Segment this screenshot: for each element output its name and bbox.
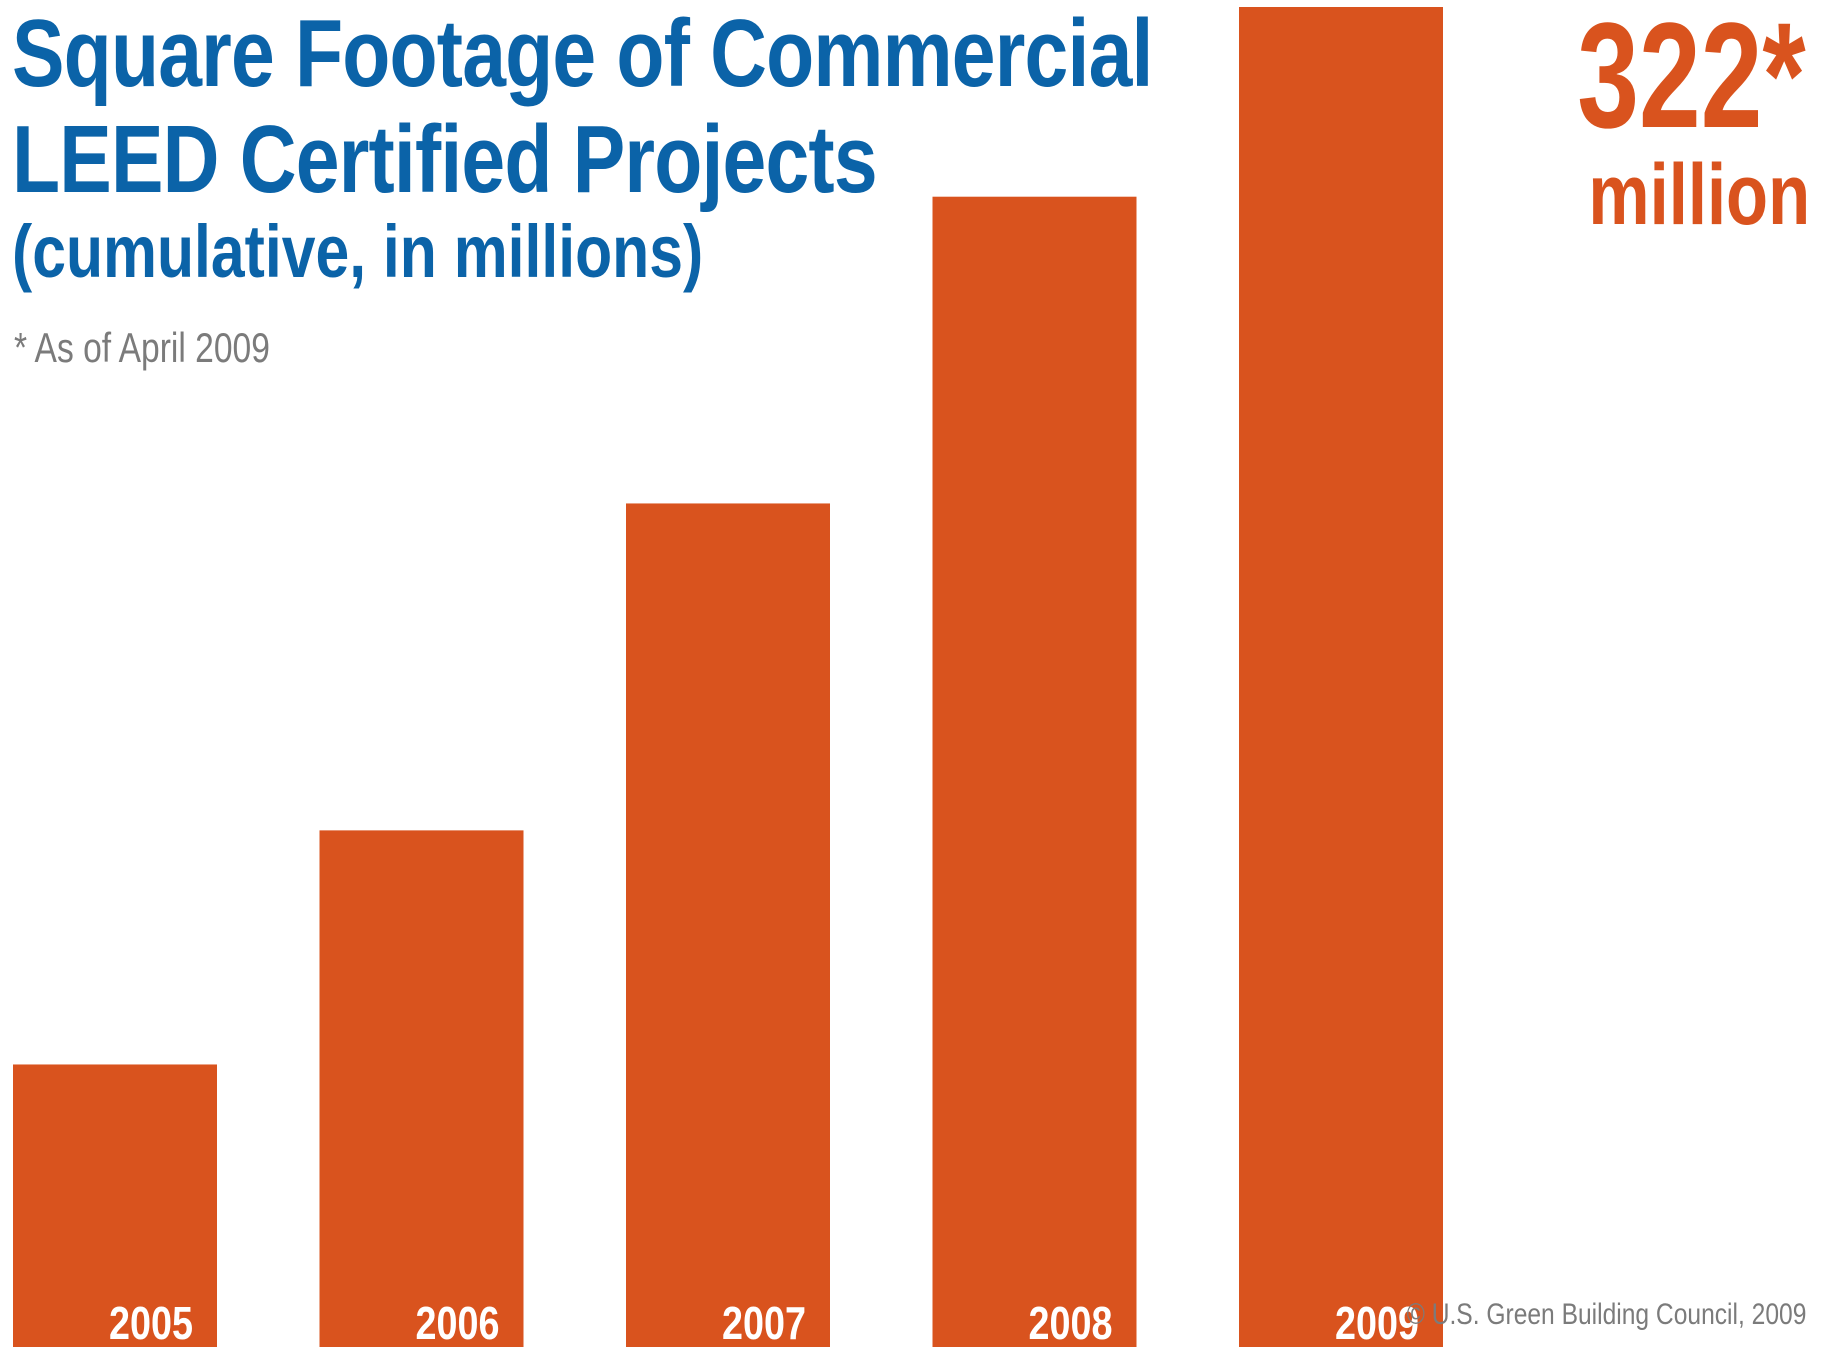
chart-title-line-1: Square Footage of Commercial [12,0,1153,107]
bar-2007 [626,503,830,1347]
bar-label-2006: 2006 [416,1297,500,1347]
bar-label-2008: 2008 [1029,1297,1113,1347]
bar-label-2009: 2009 [1335,1297,1419,1347]
bar-label-2005: 2005 [109,1297,193,1347]
chart-subtitle: (cumulative, in millions) [12,210,704,293]
bar-2006 [319,830,524,1347]
callout-unit: million [1588,147,1810,243]
bar-2008 [932,196,1137,1347]
bar-2005 [13,1064,217,1347]
copyright-credit: © U.S. Green Building Council, 2009 [1406,1298,1806,1331]
bar-label-2007: 2007 [722,1297,806,1347]
footnote: * As of April 2009 [14,324,270,371]
chart-title-line-2: LEED Certified Projects [12,106,878,213]
bar-2009 [1239,7,1443,1347]
callout-value: 322* [1577,0,1806,159]
